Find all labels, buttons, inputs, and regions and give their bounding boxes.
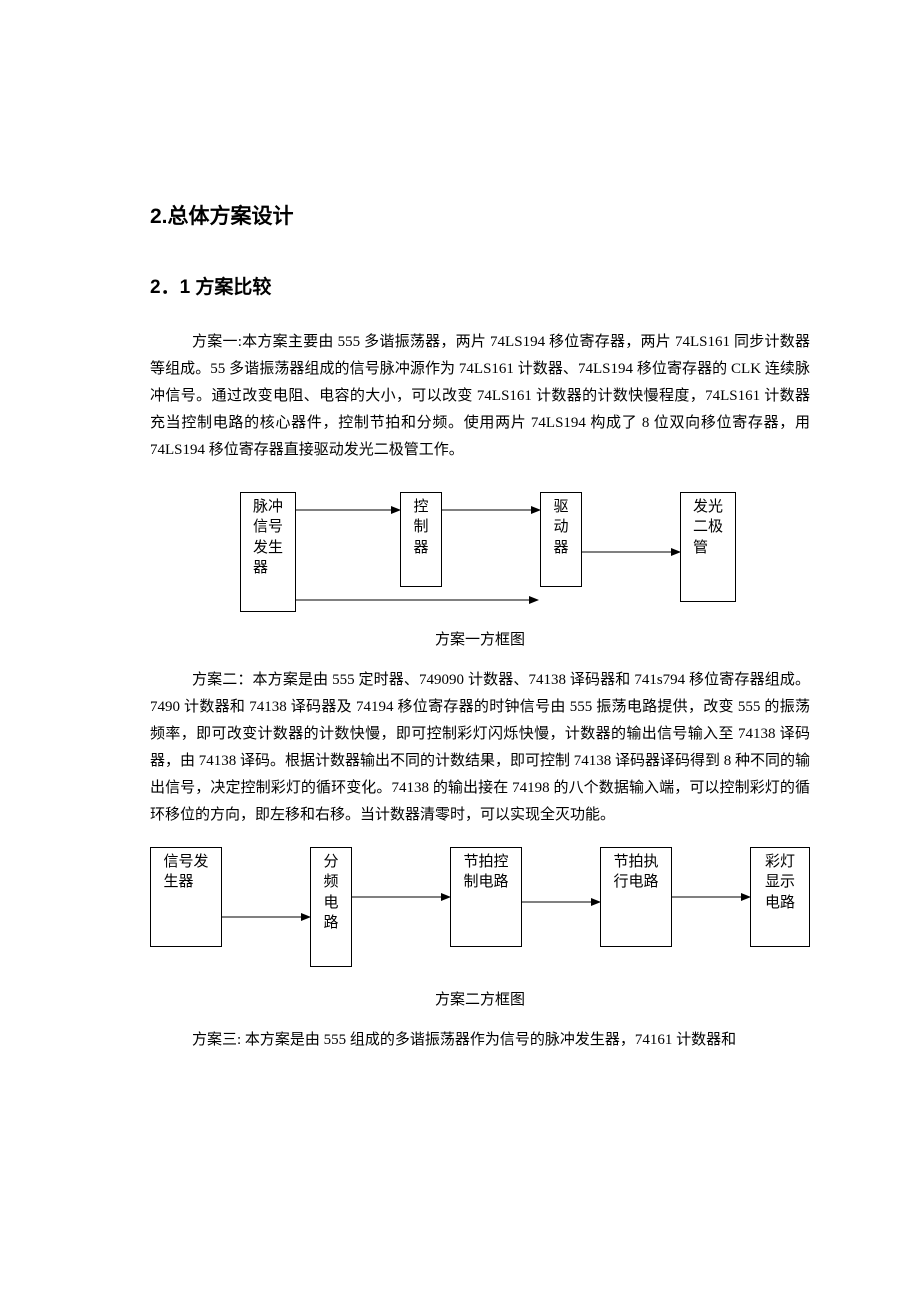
diagram-arrows <box>170 482 790 622</box>
heading-2: 2.总体方案设计 <box>150 200 810 230</box>
block-diagram-1: 脉冲 信号 发生 器控 制 器驱 动 器发光 二极 管 <box>170 482 790 622</box>
paragraph-scheme-1: 方案一:本方案主要由 555 多谐振荡器，两片 74LS194 移位寄存器，两片… <box>150 329 810 464</box>
heading-3: 2．1 方案比较 <box>150 272 810 299</box>
block-diagram-2: 信号发 生器分 频 电 路节拍控 制电路节拍执 行电路彩灯 显示 电路 <box>150 847 850 982</box>
document-page: 2.总体方案设计 2．1 方案比较 方案一:本方案主要由 555 多谐振荡器，两… <box>0 0 920 1302</box>
caption-diagram-1: 方案一方框图 <box>150 628 810 649</box>
paragraph-scheme-2: 方案二：本方案是由 555 定时器、749090 计数器、74138 译码器和 … <box>150 667 810 829</box>
diagram-arrows <box>150 847 850 982</box>
paragraph-scheme-3: 方案三: 本方案是由 555 组成的多谐振荡器作为信号的脉冲发生器，74161 … <box>150 1027 810 1054</box>
caption-diagram-2: 方案二方框图 <box>150 988 810 1009</box>
